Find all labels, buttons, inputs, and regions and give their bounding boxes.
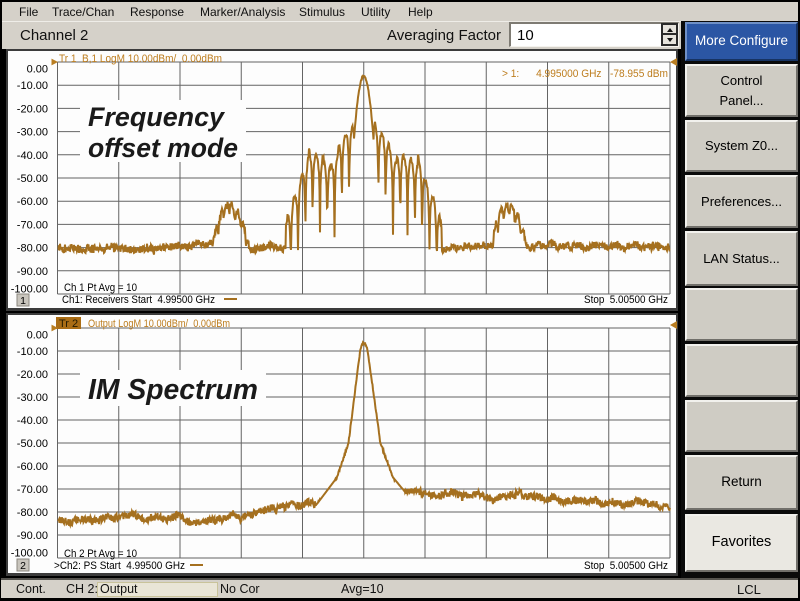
svg-text:Tr 2: Tr 2	[59, 318, 78, 330]
svg-text:1: 1	[20, 295, 26, 307]
svg-text:2: 2	[20, 560, 26, 572]
svg-text:Stop 5.00500 GHz: Stop 5.00500 GHz	[584, 294, 668, 306]
svg-text:-80.00: -80.00	[17, 243, 48, 255]
svg-text:Tr 1 B,1 LogM 10.00dBm/ 0.00: Tr 1 B,1 LogM 10.00dBm/ 0.00dBm	[59, 53, 222, 65]
svg-text:Stop 5.00500 GHz: Stop 5.00500 GHz	[584, 560, 668, 572]
svg-text:Output LogM 10.00dBm/ 0.00dBm: Output LogM 10.00dBm/ 0.00dBm	[88, 318, 230, 330]
svg-text:> 1: 4.995000 GHz -78.9: > 1: 4.995000 GHz -78.955 dBm	[502, 68, 668, 80]
svg-text:-100.00: -100.00	[11, 548, 48, 560]
svg-text:-70.00: -70.00	[17, 219, 48, 231]
svg-text:-70.00: -70.00	[17, 484, 48, 496]
svg-text:-30.00: -30.00	[17, 392, 48, 404]
svg-text:-10.00: -10.00	[17, 80, 48, 92]
svg-text:-100.00: -100.00	[11, 284, 48, 296]
svg-text:-40.00: -40.00	[17, 415, 48, 427]
svg-text:-60.00: -60.00	[17, 196, 48, 208]
svg-text:-20.00: -20.00	[17, 369, 48, 381]
svg-text:-60.00: -60.00	[17, 461, 48, 473]
svg-text:-30.00: -30.00	[17, 127, 48, 139]
svg-text:Ch1: Receivers Start 4.99500: Ch1: Receivers Start 4.99500 GHz	[62, 294, 215, 306]
svg-text:-50.00: -50.00	[17, 173, 48, 185]
svg-text:0.00: 0.00	[27, 330, 48, 342]
svg-text:Ch 1 Pt Avg = 10: Ch 1 Pt Avg = 10	[64, 282, 137, 294]
svg-text:-20.00: -20.00	[17, 103, 48, 115]
svg-text:Ch 2 Pt Avg = 10: Ch 2 Pt Avg = 10	[64, 548, 137, 560]
svg-text:0.00: 0.00	[27, 64, 48, 76]
svg-text:-10.00: -10.00	[17, 346, 48, 358]
svg-text:Frequency: Frequency	[88, 102, 226, 132]
svg-text:-90.00: -90.00	[17, 266, 48, 278]
svg-text:-40.00: -40.00	[17, 150, 48, 162]
svg-text:-50.00: -50.00	[17, 438, 48, 450]
svg-text:offset mode: offset mode	[88, 133, 238, 163]
svg-text:IM Spectrum: IM Spectrum	[88, 374, 258, 406]
svg-text:-90.00: -90.00	[17, 530, 48, 542]
svg-text:-80.00: -80.00	[17, 507, 48, 519]
svg-text:>Ch2: PS Start 4.99500 GHz: >Ch2: PS Start 4.99500 GHz	[54, 560, 185, 572]
